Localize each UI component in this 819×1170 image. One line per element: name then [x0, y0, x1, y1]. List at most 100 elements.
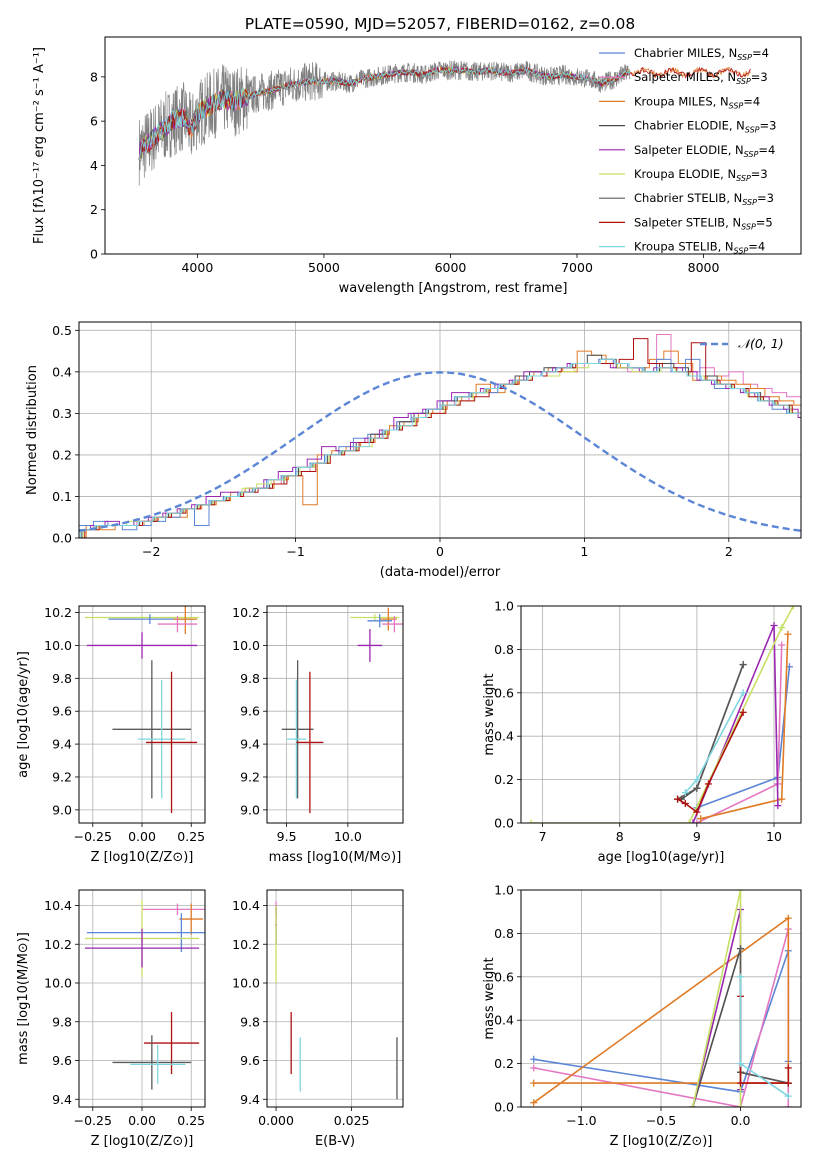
y-tick-label: 0.2 — [52, 447, 72, 462]
y-tick-label: 0.4 — [494, 729, 514, 744]
x-tick-label: −0.5 — [646, 1113, 676, 1128]
legend-subscript: SSP — [736, 174, 751, 183]
model-spectrum-line — [138, 66, 631, 160]
x-tick-label: 0.00 — [128, 1113, 156, 1128]
errorbar-point — [130, 1045, 186, 1084]
x-tick-label: 0.025 — [334, 1113, 370, 1128]
x-axis-label: age [log10(age/yr)] — [598, 850, 725, 865]
legend-entry: Salpeter MILES, NSSP=3 — [634, 70, 768, 86]
legend-suffix: =4 — [748, 240, 765, 254]
x-tick-label: 8 — [616, 829, 624, 844]
legend-entry: Salpeter STELIB, NSSP=5 — [634, 215, 773, 231]
legend-label: Salpeter ELODIE, N — [634, 143, 744, 157]
legend-entry: Kroupa ELODIE, NSSP=3 — [634, 167, 768, 183]
x-axis-label: E(B-V) — [315, 1134, 355, 1149]
axes-frame — [78, 321, 802, 539]
x-tick-label: 0.25 — [177, 1113, 205, 1128]
y-tick-label: 9.8 — [52, 671, 72, 686]
weight-marker — [693, 776, 701, 784]
axes-weight_vs_age: 7 8 9 10 0.0 0.2 0.4 0.6 0.8 1.0 age [log10(age/yr… — [482, 599, 801, 865]
y-tick-label: 1.0 — [494, 883, 514, 898]
errorbar-point — [281, 660, 314, 799]
errorbar-point — [145, 671, 198, 814]
errorbar-point — [86, 632, 198, 659]
histogram-series — [81, 354, 801, 538]
weight-marker — [681, 789, 689, 797]
x-tick-label: 10.0 — [334, 829, 362, 844]
y-tick-label: 9.8 — [240, 1014, 260, 1029]
legend-entry: Chabrier ELODIE, NSSP=3 — [634, 119, 776, 135]
errorbar-point — [275, 905, 277, 983]
errorbar-point — [138, 679, 186, 799]
y-tick-label: 10.2 — [44, 605, 72, 620]
y-tick-label: 9.6 — [52, 1053, 72, 1068]
y-tick-label: 0.2 — [494, 1056, 514, 1071]
weight-marker — [778, 795, 786, 803]
axes-mass_vs_Z: −0.25 0.00 0.25 9.4 9.6 9.8 10.0 10.2 10.4 Z [log… — [16, 890, 205, 1149]
legend-label: Chabrier MILES, N — [634, 46, 737, 60]
weight-marker — [739, 661, 747, 669]
legend-label: Kroupa ELODIE, N — [634, 167, 736, 181]
y-tick-label: 0.0 — [494, 816, 514, 831]
weight-marker — [689, 819, 697, 823]
weight-series-line — [692, 890, 742, 1107]
spectrum-legend: Chabrier MILES, N SSP =4 Salpeter MILES, NS… — [599, 46, 776, 256]
plots-layer: 4000 5000 6000 7000 8000 0 2 4 6 8 wavelength [Ang… — [16, 36, 802, 1149]
y-axis-label: Normed distribution — [25, 365, 40, 495]
y-tick-label: 0.2 — [494, 772, 514, 787]
x-tick-label: 0.00 — [128, 829, 156, 844]
legend-suffix: =3 — [751, 167, 768, 181]
y-tick-label: 6 — [90, 114, 98, 129]
x-tick-label: −0.25 — [74, 829, 112, 844]
y-tick-label: 9.2 — [52, 769, 72, 784]
residuals-legend: 𝒩(0, 1) — [700, 336, 784, 351]
x-tick-label: 0.25 — [177, 829, 205, 844]
y-tick-label: 0.4 — [494, 1013, 514, 1028]
legend-entry: Salpeter ELODIE, NSSP=4 — [634, 143, 775, 159]
y-tick-label: 9.0 — [240, 802, 260, 817]
axes-frame — [78, 605, 206, 824]
weight-marker — [784, 1064, 792, 1072]
errorbar-point — [84, 928, 200, 968]
axes-frame — [104, 36, 802, 255]
axes-frame — [520, 889, 802, 1108]
weight-marker — [774, 802, 782, 810]
legend-suffix: =4 — [743, 94, 760, 108]
mass_vs_Z-plot — [84, 899, 205, 1090]
y-tick-label: 0.6 — [494, 969, 514, 984]
y-tick-label: 0 — [90, 247, 98, 262]
weight-marker — [789, 606, 797, 610]
x-tick-label: 0 — [436, 544, 444, 559]
y-tick-label: 1.0 — [494, 599, 514, 614]
y-tick-label: 9.4 — [52, 1092, 72, 1107]
observed-spectrum — [138, 60, 631, 186]
spectrum-plot — [138, 60, 752, 186]
y-tick-label: 0.1 — [52, 489, 72, 504]
x-tick-label: 4000 — [181, 260, 213, 275]
histogram-series — [79, 358, 801, 538]
y-axis-label: mass weight — [482, 957, 497, 1039]
normal-distribution-curve — [79, 371, 801, 532]
weight-marker — [737, 1103, 745, 1107]
legend-entry: Kroupa MILES, NSSP=4 — [634, 94, 760, 110]
axes-frame — [78, 889, 206, 1108]
weight-marker — [778, 641, 786, 649]
legend-subscript: SSP — [741, 222, 756, 231]
legend-subscript: SSP — [744, 150, 759, 159]
weight-marker — [778, 624, 786, 632]
y-tick-label: 9.8 — [240, 671, 260, 686]
weight-marker — [737, 1079, 745, 1087]
legend-subscript: SSP — [742, 198, 757, 207]
y-tick-label: 9.6 — [240, 1053, 260, 1068]
legend-entry: Chabrier STELIB, NSSP=3 — [634, 191, 774, 207]
y-tick-label: 9.0 — [52, 802, 72, 817]
weight-marker — [530, 1055, 538, 1063]
y-tick-label: 10.0 — [44, 976, 72, 991]
y-tick-label: 9.4 — [240, 1092, 260, 1107]
weight_vs_age-plot — [527, 606, 797, 823]
y-tick-label: 10.4 — [232, 898, 260, 913]
y-tick-label: 0.4 — [52, 364, 72, 379]
weight-marker — [784, 1079, 792, 1087]
x-tick-label: −1 — [286, 544, 304, 559]
